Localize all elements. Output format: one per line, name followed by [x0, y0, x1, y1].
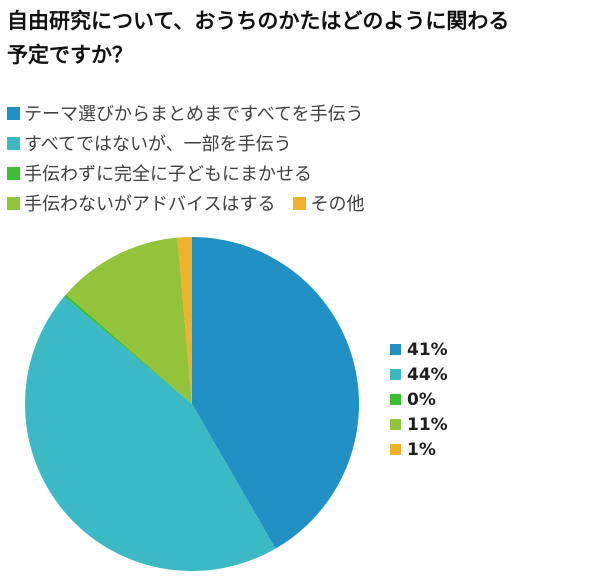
- category-legend: テーマ選びからまとめまですべてを手伝う すべてではないが、一部を手伝う 手伝わず…: [7, 98, 364, 218]
- value-swatch-help-partially: [390, 369, 401, 380]
- value-legend-item-44: 44%: [390, 362, 448, 387]
- legend-swatch-leave-to-child: [7, 166, 20, 180]
- value-legend-item-41: 41%: [390, 337, 448, 362]
- legend-item-help-partially: すべてではないが、一部を手伝う: [7, 130, 292, 156]
- legend-label-other: その他: [310, 194, 365, 215]
- chart-title: 自由研究について、おうちのかたはどのように関わる 予定ですか？: [7, 4, 597, 72]
- chart-title-line1: 自由研究について、おうちのかたはどのように関わる: [7, 9, 510, 33]
- legend-swatch-other: [293, 196, 307, 210]
- legend-swatch-help-everything: [7, 106, 20, 120]
- legend-label-help-partially: すべてではないが、一部を手伝う: [24, 134, 292, 155]
- legend-item-leave-to-child: 手伝わずに完全に子どもにまかせる: [7, 160, 312, 186]
- chart-title-line2: 予定ですか？: [7, 43, 133, 67]
- value-label-advice-only: 11%: [407, 414, 448, 435]
- pie-slice-3: [65, 237, 192, 404]
- value-label-help-partially: 44%: [407, 364, 448, 385]
- value-legend-item-0: 0%: [390, 387, 448, 412]
- pie-slice-4: [177, 237, 192, 404]
- legend-row: すべてではないが、一部を手伝う: [7, 128, 364, 158]
- legend-row: テーマ選びからまとめまですべてを手伝う: [7, 98, 364, 128]
- legend-label-advice-only: 手伝わないがアドバイスはする: [24, 194, 276, 215]
- value-swatch-help-everything: [390, 344, 401, 355]
- pie-slice-0: [192, 237, 359, 549]
- value-label-help-everything: 41%: [407, 339, 448, 360]
- legend-label-help-everything: テーマ選びからまとめまですべてを手伝う: [24, 104, 364, 125]
- pie-slice-1: [25, 296, 276, 571]
- value-swatch-leave-to-child: [390, 394, 401, 405]
- value-label-leave-to-child: 0%: [407, 389, 436, 410]
- value-legend: 41% 44% 0% 11% 1%: [390, 337, 448, 462]
- legend-row: 手伝わずに完全に子どもにまかせる: [7, 158, 364, 188]
- legend-swatch-advice-only: [7, 196, 20, 210]
- value-legend-item-1: 1%: [390, 437, 448, 462]
- legend-swatch-help-partially: [7, 136, 20, 150]
- legend-item-help-everything: テーマ選びからまとめまですべてを手伝う: [7, 100, 364, 126]
- legend-item-other: その他: [293, 190, 364, 216]
- pie-slice-2: [64, 294, 192, 404]
- value-swatch-advice-only: [390, 419, 401, 430]
- pie-chart: [25, 237, 359, 571]
- legend-row: 手伝わないがアドバイスはする その他: [7, 188, 364, 218]
- value-label-other: 1%: [407, 439, 436, 460]
- value-swatch-other: [390, 444, 401, 455]
- legend-item-advice-only: 手伝わないがアドバイスはする: [7, 190, 275, 216]
- legend-label-leave-to-child: 手伝わずに完全に子どもにまかせる: [24, 164, 312, 185]
- value-legend-item-11: 11%: [390, 412, 448, 437]
